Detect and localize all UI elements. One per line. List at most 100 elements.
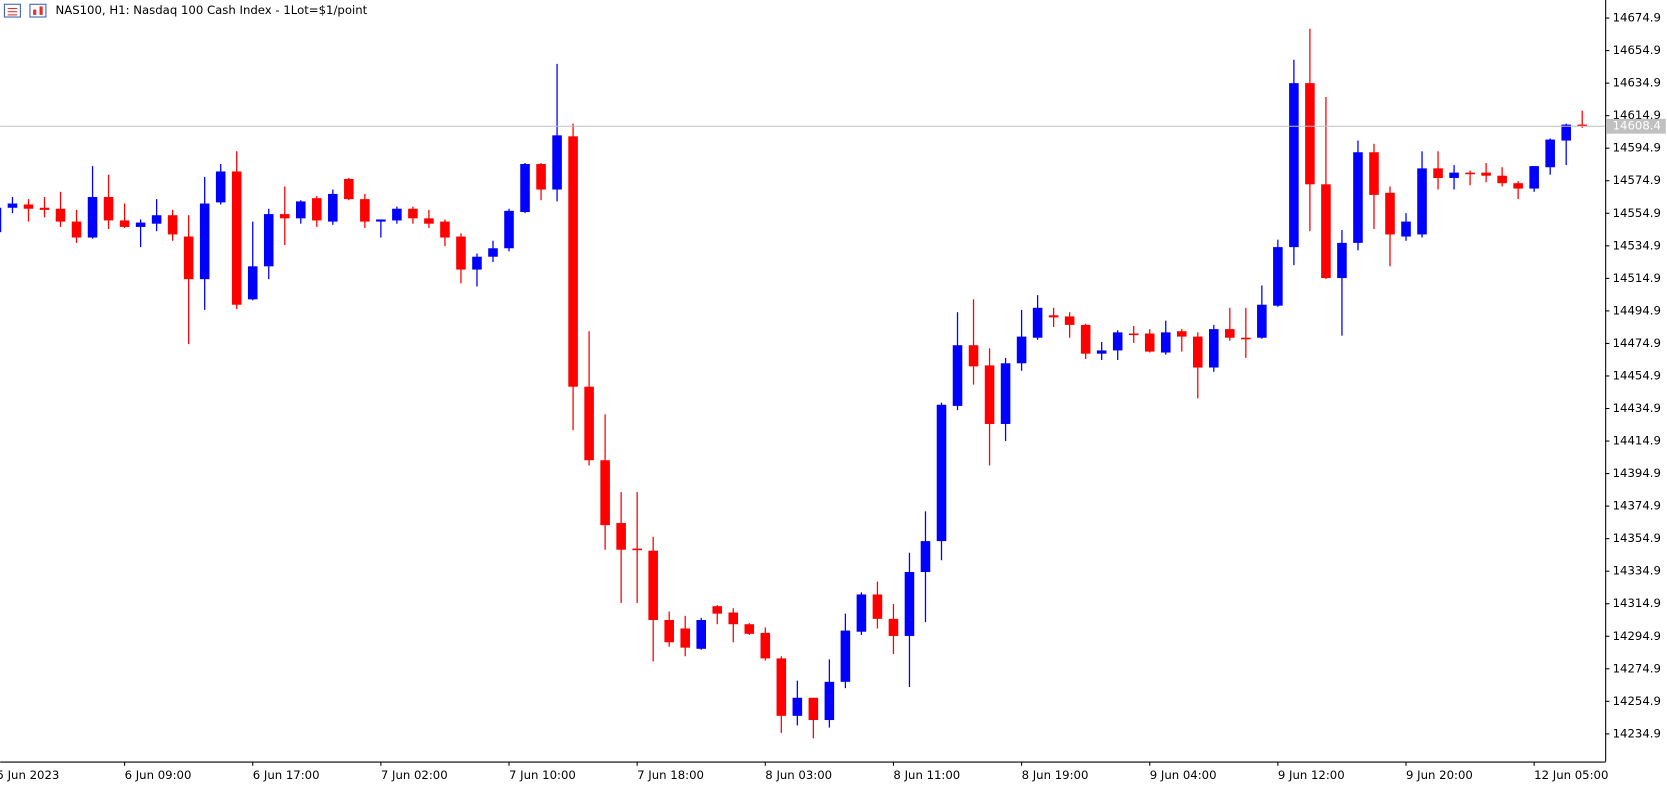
- candle-body: [1225, 329, 1235, 338]
- candle-body: [1545, 139, 1555, 168]
- candle-body: [1385, 192, 1395, 235]
- icon-bar: [39, 6, 43, 15]
- candle-body: [488, 248, 498, 257]
- candle-body: [167, 215, 178, 235]
- x-tick-label: 8 Jun 03:00: [765, 768, 832, 782]
- candle-body: [103, 197, 114, 221]
- candle-body: [600, 460, 610, 526]
- candle-body: [392, 208, 402, 221]
- candle-body: [856, 594, 867, 632]
- y-tick-label: 14454.9: [1613, 368, 1661, 382]
- candle-body: [1561, 124, 1571, 141]
- x-tick-label: 8 Jun 19:00: [1022, 768, 1089, 782]
- candle-body: [71, 221, 82, 238]
- candle-body: [151, 215, 162, 224]
- x-tick-label: 12 Jun 05:00: [1534, 768, 1608, 782]
- candle-body: [55, 208, 66, 222]
- candle-body: [824, 681, 835, 721]
- candle-body: [1016, 336, 1027, 364]
- x-tick-label: 9 Jun 12:00: [1278, 768, 1345, 782]
- candle-body: [1449, 172, 1459, 178]
- icon-list: [3, 3, 21, 18]
- candle-body: [1048, 315, 1059, 318]
- candle-body: [23, 204, 34, 209]
- candle-body: [1433, 168, 1443, 178]
- y-tick-label: 14394.9: [1613, 466, 1661, 480]
- y-tick-label: 14434.9: [1613, 401, 1661, 415]
- y-tick-label: 14574.9: [1613, 173, 1661, 187]
- y-tick-label: 14674.9: [1613, 11, 1661, 25]
- candle-body: [744, 624, 755, 634]
- candle-body: [247, 266, 258, 300]
- x-tick-label: 9 Jun 20:00: [1406, 768, 1473, 782]
- y-tick-label: 14514.9: [1613, 271, 1661, 285]
- candle-body: [279, 214, 290, 219]
- y-tick-label: 14534.9: [1613, 238, 1661, 252]
- candle-body: [231, 171, 242, 305]
- candle-body: [1497, 175, 1507, 184]
- candle-body: [840, 630, 851, 682]
- candle-body: [1176, 331, 1187, 337]
- candle-body: [920, 541, 931, 573]
- candle-body: [472, 256, 482, 270]
- candle-body: [295, 201, 306, 219]
- x-tick-label: 8 Jun 11:00: [893, 768, 960, 782]
- candle-body: [1481, 172, 1491, 176]
- candle-body: [888, 618, 899, 636]
- chart-icons: [3, 3, 47, 18]
- candle-body: [632, 548, 642, 551]
- candle-body: [1273, 247, 1283, 306]
- candle-body: [1000, 363, 1011, 424]
- candle-body: [664, 619, 674, 643]
- candle-body: [1160, 332, 1171, 353]
- candle-body: [1080, 324, 1091, 354]
- candle-body: [680, 628, 690, 648]
- y-tick-label: 14314.9: [1613, 596, 1661, 610]
- current-price-box: [1606, 118, 1666, 134]
- y-tick-label: 14354.9: [1613, 531, 1661, 545]
- candle-body: [648, 550, 658, 620]
- candle-body: [376, 219, 386, 222]
- candle-body: [1096, 350, 1107, 354]
- x-tick-label: 9 Jun 04:00: [1150, 768, 1217, 782]
- candle-body: [776, 658, 787, 716]
- candle-body: [904, 572, 915, 636]
- y-tick-label: 14374.9: [1613, 499, 1661, 513]
- icon-bar: [33, 9, 37, 15]
- candle-body: [1289, 83, 1299, 248]
- candle-body: [1577, 124, 1587, 127]
- candle-body: [1128, 333, 1139, 336]
- candle-body: [7, 203, 18, 208]
- candle-body: [215, 171, 226, 203]
- candle-body: [360, 199, 370, 222]
- x-tick-label: 7 Jun 18:00: [637, 768, 704, 782]
- candle-body: [1209, 329, 1219, 368]
- candle-body: [312, 198, 322, 221]
- candle-body: [119, 220, 130, 227]
- candle-body: [1417, 168, 1427, 235]
- candle-body: [424, 218, 434, 224]
- y-tick-label: 14334.9: [1613, 564, 1661, 578]
- candle-body: [183, 236, 194, 280]
- candle-body: [135, 222, 146, 227]
- candle-body: [1064, 316, 1075, 325]
- candle-body: [87, 197, 98, 238]
- candle-body: [584, 386, 594, 461]
- candle-body: [872, 594, 883, 619]
- candle-body: [968, 345, 979, 367]
- x-tick-label: 7 Jun 10:00: [509, 768, 576, 782]
- candle-body: [0, 207, 2, 233]
- candle-body: [456, 236, 466, 270]
- current-price-label: 14608.4: [1613, 119, 1661, 133]
- candle-body: [552, 135, 562, 190]
- y-tick-label: 14594.9: [1613, 141, 1661, 155]
- candle-body: [1305, 83, 1315, 185]
- candle-body: [1144, 333, 1155, 352]
- candle-body: [1353, 152, 1363, 243]
- y-tick-label: 14634.9: [1613, 76, 1661, 90]
- y-tick-label: 14414.9: [1613, 434, 1661, 448]
- y-tick-label: 14294.9: [1613, 629, 1661, 643]
- y-tick-label: 14274.9: [1613, 661, 1661, 675]
